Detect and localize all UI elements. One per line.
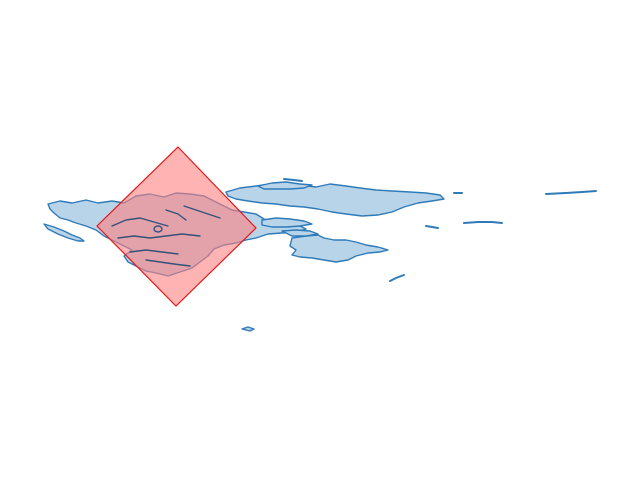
west-spit — [43, 223, 85, 242]
inner-lake — [153, 225, 163, 233]
channel-islet — [281, 229, 319, 237]
highlight-diamond — [96, 146, 257, 307]
fjord-line-6 — [165, 209, 187, 221]
far-east-island — [545, 190, 597, 195]
fjord-line-1 — [111, 217, 169, 227]
south-central-island — [289, 234, 389, 263]
central-island — [225, 183, 445, 217]
fjord-line-4 — [145, 259, 191, 267]
fjord-line-2 — [117, 233, 201, 239]
southern-islet — [241, 326, 255, 332]
fjord-line-3 — [129, 249, 179, 255]
east-islet-1 — [463, 221, 503, 224]
fjord-details — [111, 205, 221, 267]
north-islet — [283, 178, 303, 182]
channel-island — [261, 217, 313, 228]
east-islet-2 — [425, 225, 439, 229]
north-strip-island — [257, 181, 313, 190]
south-east-islet — [389, 274, 405, 282]
fjord-line-5 — [183, 205, 221, 219]
